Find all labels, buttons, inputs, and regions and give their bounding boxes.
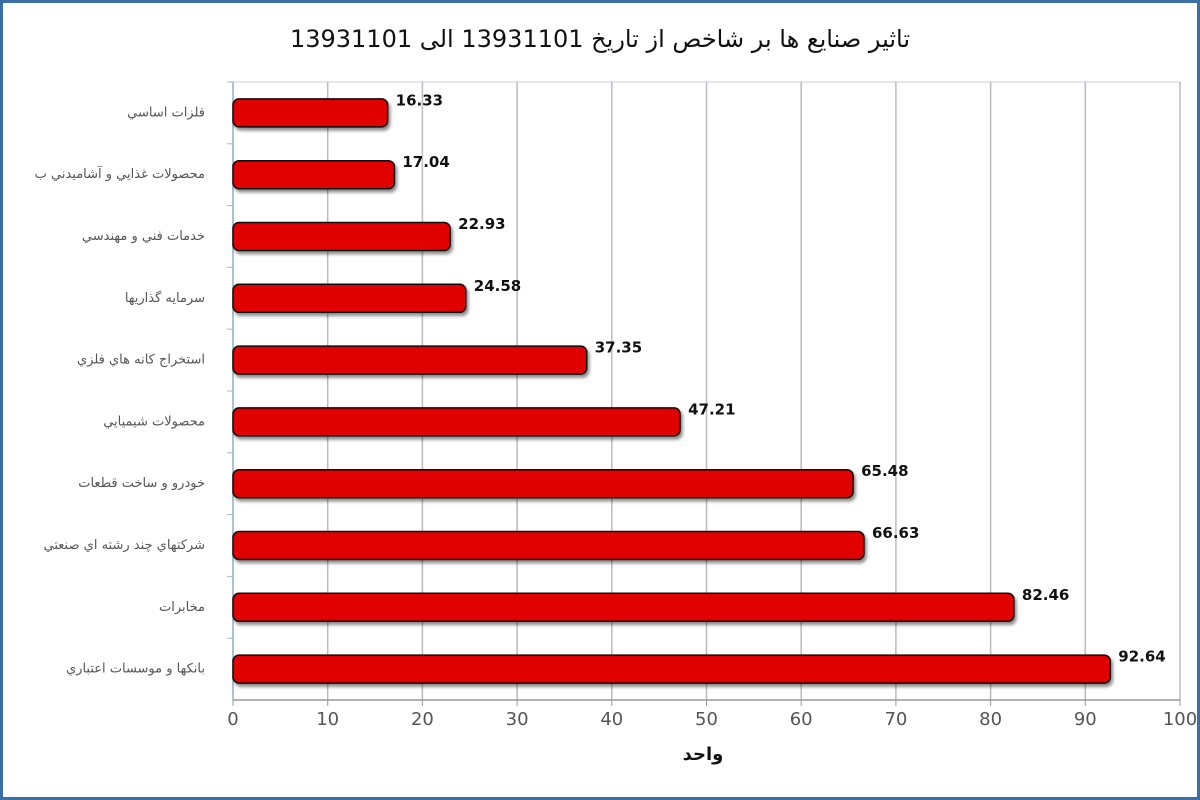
value-label: 92.64	[1118, 648, 1165, 666]
bar	[232, 530, 865, 561]
y-tick-label: سرمايه گذاريها	[125, 290, 205, 306]
bar	[232, 98, 389, 128]
y-tick-label: خودرو و ساخت قطعات	[78, 476, 205, 491]
x-tick-label: 10	[316, 709, 339, 730]
value-label: 37.35	[595, 339, 642, 357]
bar	[232, 592, 1015, 623]
bar	[232, 654, 1112, 684]
value-label: 65.48	[861, 462, 908, 480]
y-tick-label: فلزات اساسي	[127, 105, 205, 120]
y-tick-label: محصولات غذايي و آشاميدني ب	[35, 165, 205, 182]
x-tick-label: 90	[1074, 709, 1097, 730]
y-tick-label: خدمات فني و مهندسي	[82, 229, 205, 244]
bar	[232, 345, 588, 375]
value-label: 24.58	[474, 277, 521, 295]
x-tick-label: 20	[411, 709, 434, 730]
y-tick-label: مخابرات	[159, 600, 205, 615]
bar	[232, 283, 467, 314]
value-label: 47.21	[688, 400, 735, 418]
x-tick-label: 70	[884, 709, 907, 730]
value-label: 17.04	[402, 153, 449, 171]
bar	[232, 407, 681, 437]
y-tick-label: شركتهاي چند رشته اي صنعتي	[44, 538, 205, 553]
chart-title: تاثير صنايع ها بر شاخص از تاريخ 13931101…	[290, 25, 910, 53]
y-tick-label: استخراج كانه هاي فلزي	[77, 353, 205, 368]
x-tick-label: 60	[790, 709, 813, 730]
bar	[232, 221, 451, 252]
x-tick-label: 30	[506, 709, 529, 730]
value-label: 66.63	[872, 524, 919, 542]
x-tick-label: 50	[695, 709, 718, 730]
x-tick-label: 0	[227, 709, 238, 730]
x-tick-label: 40	[600, 709, 623, 730]
bar	[232, 159, 396, 190]
y-tick-label: بانكها و موسسات اعتباري	[66, 662, 205, 677]
y-tick-label: محصولات شيميايي	[103, 414, 205, 429]
value-label: 22.93	[458, 215, 505, 233]
x-tick-label: 80	[979, 709, 1002, 730]
value-label: 16.33	[396, 91, 443, 109]
x-axis-label: واحد	[683, 744, 724, 765]
bar	[232, 468, 854, 499]
x-tick-label: 100	[1163, 709, 1197, 730]
value-label: 82.46	[1022, 586, 1069, 604]
